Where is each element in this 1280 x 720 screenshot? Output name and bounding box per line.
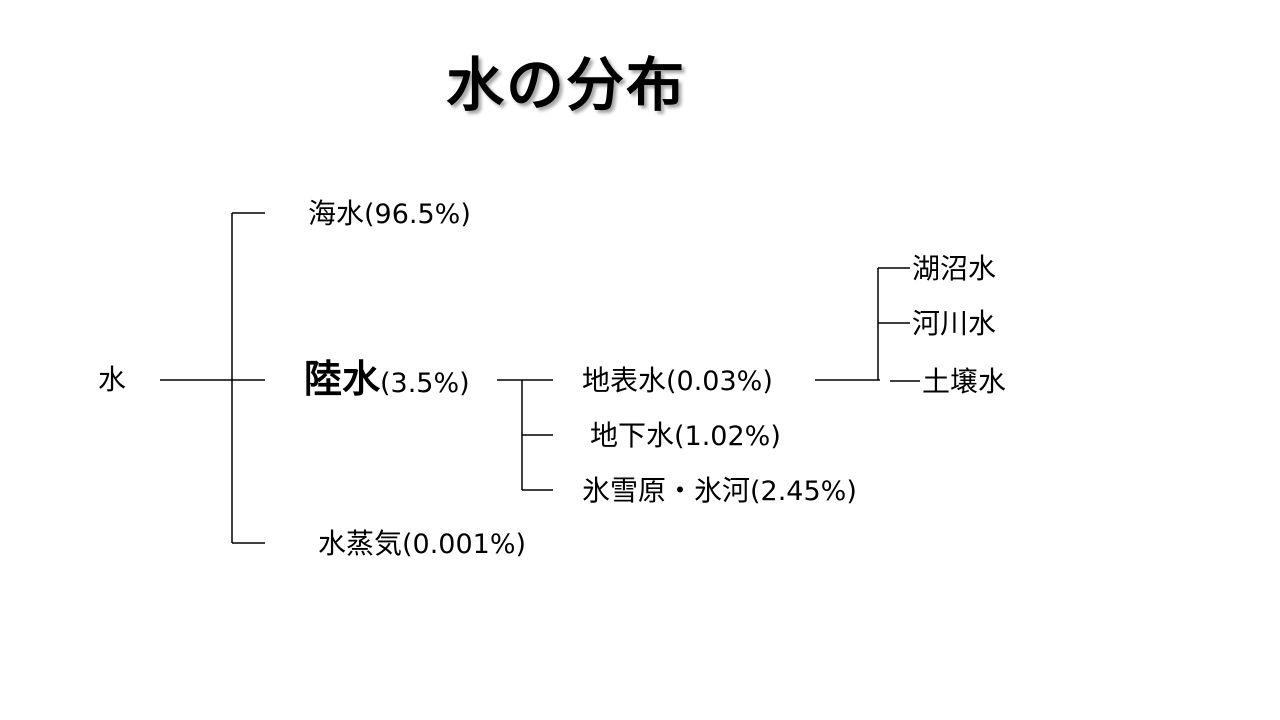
- node-sea: 海水(96.5%): [308, 197, 471, 230]
- node-surface-pct: (0.03%): [666, 366, 773, 397]
- node-sea-pct: (96.5%): [364, 199, 471, 230]
- root-node: 水: [98, 363, 127, 396]
- node-ground-pct: (1.02%): [674, 421, 781, 452]
- node-land-pct: (3.5%): [380, 368, 470, 399]
- node-river: 河川水: [912, 307, 997, 340]
- diagram-title: 水の分布: [446, 51, 687, 119]
- node-ground-name: 地下水: [590, 419, 675, 452]
- node-land: 陸水(3.5%): [304, 360, 470, 398]
- node-land-name: 陸水: [304, 357, 381, 401]
- node-vapor-pct: (0.001%): [402, 529, 527, 560]
- node-sea-name: 海水: [308, 197, 365, 230]
- node-ice: 氷雪原・氷河(2.45%): [582, 474, 857, 507]
- node-ground: 地下水(1.02%): [590, 419, 781, 452]
- node-surface-name: 地表水: [582, 364, 667, 397]
- node-ice-name: 氷雪原・氷河: [582, 474, 751, 507]
- node-soil: 土壌水: [922, 365, 1007, 398]
- node-vapor-name: 水蒸気: [318, 527, 403, 560]
- node-vapor: 水蒸気(0.001%): [318, 527, 527, 560]
- node-surface: 地表水(0.03%): [582, 364, 773, 397]
- node-lake: 湖沼水: [912, 252, 997, 285]
- node-ice-pct: (2.45%): [750, 476, 857, 507]
